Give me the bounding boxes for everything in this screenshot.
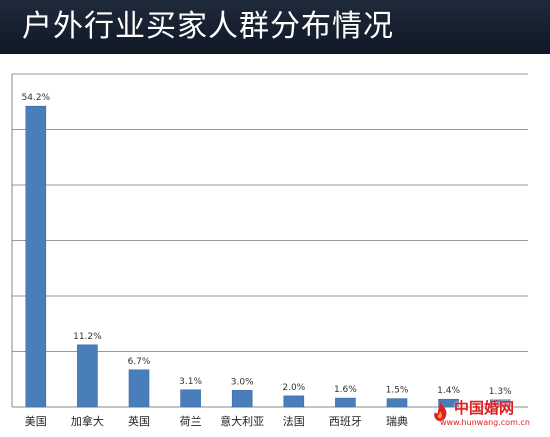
bar-chart: 54.2% 11.2% 6.7% 3.1% 3.0% 2.0% 1.6% 1.5% 1.4% 1.…	[11, 73, 528, 428]
category-label: 意大利亚	[220, 414, 264, 428]
category-label: 加拿大	[71, 414, 104, 428]
gridlines	[12, 73, 528, 352]
category-labels: 美国 加拿大 英国 荷兰 意大利亚 法国 西班牙 瑞典	[25, 414, 408, 428]
category-label: 西班牙	[329, 415, 362, 428]
data-label: 6.7%	[128, 357, 151, 367]
data-label: 3.1%	[179, 377, 202, 387]
watermark: 中国婚网 www.hunwang.com.cn	[428, 398, 544, 434]
bar	[128, 369, 150, 408]
watermark-url: www.hunwang.com.cn	[440, 418, 530, 427]
bars	[25, 105, 511, 408]
flame-logo-icon	[434, 402, 447, 422]
bar	[335, 397, 356, 408]
chart-title: 户外行业买家人群分布情况	[22, 9, 394, 44]
bar	[231, 390, 253, 408]
bar	[283, 395, 305, 408]
bar	[77, 344, 98, 408]
category-label: 瑞典	[386, 414, 408, 428]
watermark-name: 中国婚网	[454, 399, 515, 417]
bar	[180, 389, 201, 408]
data-label: 2.0%	[282, 383, 305, 393]
data-label: 54.2%	[22, 93, 51, 103]
data-label: 1.3%	[489, 387, 512, 397]
category-label: 美国	[25, 415, 47, 428]
bar	[25, 105, 47, 408]
data-label: 1.6%	[334, 385, 357, 395]
data-label: 1.5%	[386, 386, 409, 396]
title-bar: 户外行业买家人群分布情况	[0, 0, 550, 54]
data-label: 3.0%	[231, 377, 254, 387]
bar	[489, 399, 511, 408]
category-label: 法国	[283, 414, 305, 428]
data-label: 11.2%	[73, 332, 102, 342]
category-label: 英国	[128, 414, 150, 428]
category-label: 荷兰	[180, 415, 202, 428]
data-label: 1.4%	[437, 386, 460, 396]
data-labels: 54.2% 11.2% 6.7% 3.1% 3.0% 2.0% 1.6% 1.5% 1.4% 1.…	[22, 93, 513, 397]
bar	[386, 398, 408, 408]
bar	[438, 398, 459, 408]
